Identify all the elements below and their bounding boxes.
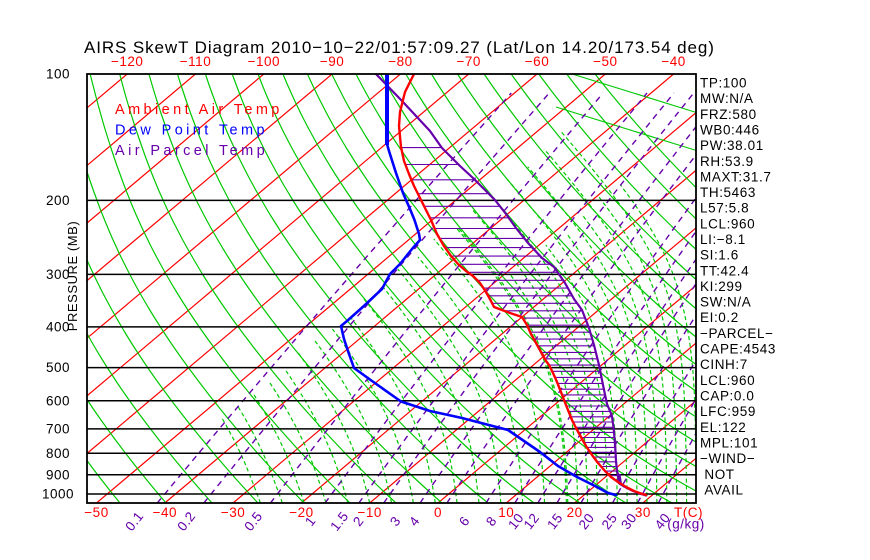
svg-text:−90: −90 [320, 54, 344, 69]
svg-text:30: 30 [635, 505, 651, 520]
svg-text:−50: −50 [84, 505, 108, 520]
svg-text:SI:1.6: SI:1.6 [700, 248, 739, 263]
svg-text:TH:5463: TH:5463 [700, 185, 756, 200]
svg-text:CINH:7: CINH:7 [700, 357, 748, 372]
svg-text:0: 0 [434, 505, 442, 520]
svg-text:PRESSURE (MB): PRESSURE (MB) [65, 221, 80, 331]
svg-text:300: 300 [46, 267, 70, 282]
svg-text:600: 600 [46, 393, 70, 408]
svg-text:10: 10 [498, 505, 514, 520]
svg-text:−50: −50 [593, 54, 617, 69]
svg-text:−40: −40 [661, 54, 685, 69]
svg-text:−PARCEL−: −PARCEL− [700, 326, 774, 341]
svg-text:100: 100 [46, 67, 70, 82]
svg-text:LI:−8.1: LI:−8.1 [700, 232, 746, 247]
svg-text:CAPE:4543: CAPE:4543 [700, 342, 776, 357]
svg-text:−100: −100 [248, 54, 280, 69]
svg-text:MW:N/A: MW:N/A [700, 91, 754, 106]
svg-text:−80: −80 [388, 54, 412, 69]
svg-text:900: 900 [46, 467, 70, 482]
svg-text:800: 800 [46, 446, 70, 461]
svg-text:LFC:959: LFC:959 [700, 404, 756, 419]
svg-text:−70: −70 [456, 54, 480, 69]
svg-text:RH:53.9: RH:53.9 [700, 154, 754, 169]
svg-text:200: 200 [46, 193, 70, 208]
svg-text:MAXT:31.7: MAXT:31.7 [700, 169, 771, 184]
svg-text:LCL:960: LCL:960 [700, 216, 755, 231]
svg-text:−110: −110 [180, 54, 211, 69]
svg-text:Dew Point Temp: Dew Point Temp [115, 123, 268, 139]
svg-text:T(C): T(C) [674, 505, 703, 520]
svg-text:20: 20 [567, 505, 583, 520]
svg-text:MPL:101: MPL:101 [700, 435, 758, 450]
svg-text:FRZ:580: FRZ:580 [700, 107, 757, 122]
svg-text:−30: −30 [221, 505, 245, 520]
svg-text:1000: 1000 [42, 487, 74, 502]
svg-text:−20: −20 [289, 505, 313, 520]
svg-text:CAP:0.0: CAP:0.0 [700, 389, 754, 404]
svg-text:500: 500 [46, 360, 70, 375]
svg-text:AVAIL: AVAIL [700, 482, 744, 497]
svg-text:AIRS SkewT Diagram 2010−10−22/: AIRS SkewT Diagram 2010−10−22/01:57:09.2… [84, 38, 715, 57]
svg-text:−40: −40 [153, 505, 177, 520]
svg-text:SW:N/A: SW:N/A [700, 295, 751, 310]
svg-text:Ambient Air Temp: Ambient Air Temp [115, 102, 283, 118]
svg-text:NOT: NOT [700, 467, 735, 482]
svg-text:700: 700 [46, 421, 70, 436]
svg-text:EI:0.2: EI:0.2 [700, 310, 739, 325]
svg-text:L57:5.8: L57:5.8 [700, 201, 749, 216]
svg-text:−WIND−: −WIND− [700, 451, 755, 466]
svg-text:400: 400 [46, 319, 70, 334]
svg-text:EL:122: EL:122 [700, 420, 746, 435]
svg-text:−60: −60 [525, 54, 549, 69]
svg-text:WB0:446: WB0:446 [700, 122, 760, 137]
svg-text:−120: −120 [111, 54, 143, 69]
svg-text:PW:38.01: PW:38.01 [700, 138, 764, 153]
svg-text:−10: −10 [357, 505, 381, 520]
svg-text:TP:100: TP:100 [700, 76, 747, 91]
svg-text:(g/kg): (g/kg) [667, 517, 705, 532]
svg-text:KI:299: KI:299 [700, 279, 743, 294]
svg-text:Air Parcel Temp: Air Parcel Temp [115, 143, 268, 159]
svg-text:TT:42.4: TT:42.4 [700, 263, 749, 278]
svg-text:LCL:960: LCL:960 [700, 373, 755, 388]
